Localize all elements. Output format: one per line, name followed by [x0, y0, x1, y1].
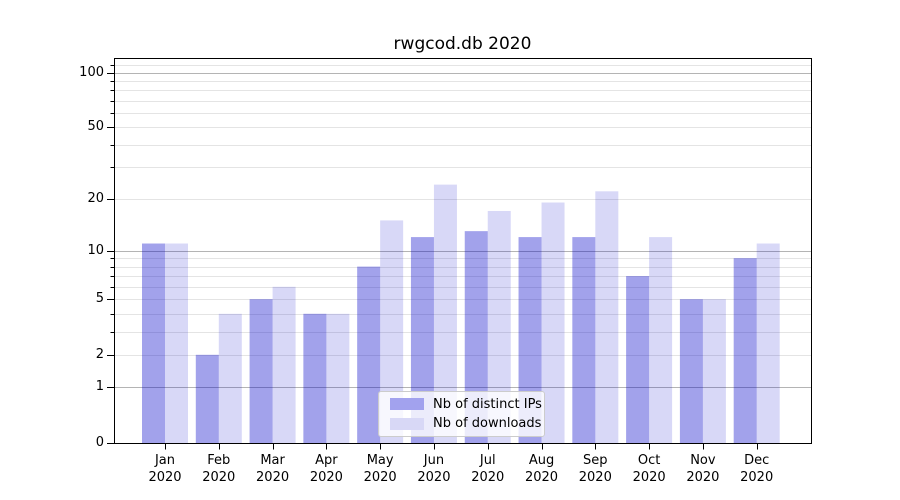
x-tick-label: Jan 2020 — [148, 453, 182, 485]
x-tick-label: Apr 2020 — [309, 453, 343, 485]
bar-may-distinct-ips — [357, 266, 381, 443]
x-tick-label: Sep 2020 — [578, 453, 612, 485]
x-tick-label: Oct 2020 — [632, 453, 666, 485]
major-gridlines — [114, 73, 811, 388]
legend-label-downloads: Nb of downloads — [433, 416, 542, 432]
bar-sep-downloads — [595, 191, 619, 443]
y-tick-label: 1 — [95, 379, 104, 395]
bars — [142, 184, 780, 443]
y-tick-label: 2 — [95, 346, 104, 362]
bar-jan-distinct-ips — [142, 243, 165, 443]
x-tick-label: Dec 2020 — [740, 453, 774, 485]
bar-nov-downloads — [702, 299, 726, 443]
legend-swatch-distinct-ips — [390, 398, 424, 411]
y-tick-label: 20 — [87, 190, 104, 206]
x-tick-label: Jun 2020 — [417, 453, 451, 485]
bar-nov-distinct-ips — [679, 299, 703, 443]
bar-mar-downloads — [272, 286, 296, 443]
axis-ticks — [107, 65, 759, 450]
bar-feb-distinct-ips — [195, 354, 219, 443]
x-tick-label: Mar 2020 — [256, 453, 290, 485]
legend: Nb of distinct IPs Nb of downloads — [378, 391, 545, 437]
bar-jul-distinct-ips — [464, 231, 488, 443]
bar-jul-downloads — [487, 210, 511, 443]
bar-jan-downloads — [165, 243, 188, 443]
legend-swatch-downloads — [390, 417, 424, 430]
y-tick-label: 100 — [79, 64, 104, 80]
x-tick-label: Feb 2020 — [202, 453, 236, 485]
x-tick-label: Nov 2020 — [686, 453, 720, 485]
x-tick-label: May 2020 — [363, 453, 397, 485]
y-tick-label: 50 — [87, 119, 104, 135]
bar-apr-distinct-ips — [303, 313, 327, 443]
legend-entry-distinct-ips: Nb of distinct IPs — [390, 397, 544, 412]
y-tick-label: 5 — [95, 291, 104, 307]
bar-jun-downloads — [433, 184, 457, 443]
bar-dec-downloads — [756, 243, 780, 443]
bar-dec-distinct-ips — [733, 258, 757, 443]
minor-gridlines — [114, 65, 811, 356]
axes-spines — [114, 58, 812, 444]
bar-sep-distinct-ips — [572, 237, 596, 443]
bar-may-downloads — [380, 220, 404, 443]
bar-apr-downloads — [326, 313, 350, 443]
x-tick-label: Jul 2020 — [471, 453, 505, 485]
bar-aug-downloads — [541, 202, 565, 443]
bar-oct-downloads — [649, 237, 673, 443]
bar-mar-distinct-ips — [249, 299, 273, 443]
legend-label-distinct-ips: Nb of distinct IPs — [433, 396, 542, 412]
bar-oct-distinct-ips — [626, 276, 650, 443]
plot-border — [114, 58, 812, 444]
legend-entry-downloads: Nb of downloads — [390, 416, 544, 431]
y-tick-label: 0 — [95, 435, 104, 450]
bar-feb-downloads — [218, 313, 242, 443]
chart-title: rwgcod.db 2020 — [393, 34, 532, 54]
x-tick-label: Aug 2020 — [524, 453, 559, 485]
y-tick-label: 10 — [87, 242, 104, 258]
